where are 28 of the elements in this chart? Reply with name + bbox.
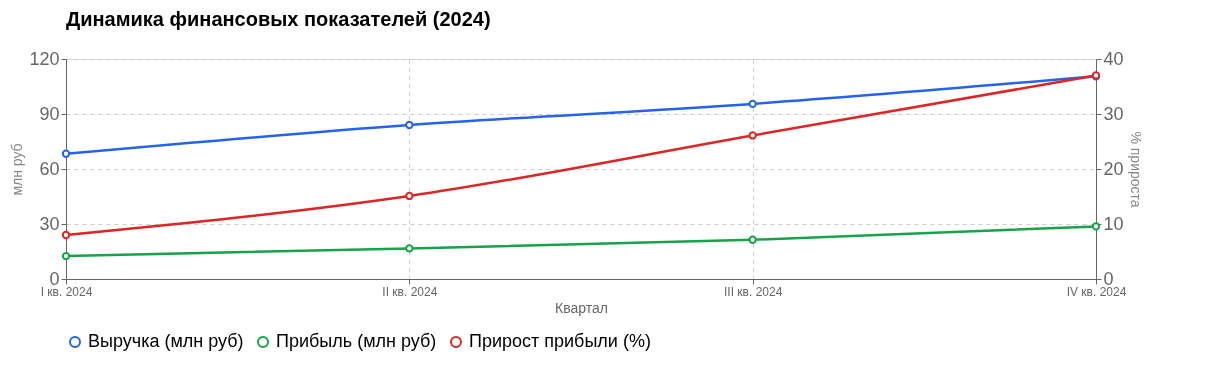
point [1091, 222, 1101, 231]
y2-tick-label: 10 [1103, 213, 1124, 234]
point [405, 191, 414, 201]
y-tick-label: 90 [39, 103, 60, 124]
point [61, 149, 71, 158]
y2-tick-label: 40 [1103, 48, 1124, 69]
y-tick-label: 30 [39, 213, 60, 234]
y-tick-label: 120 [29, 48, 60, 69]
legend-label: Прирост прибыли (%) [469, 331, 651, 351]
point [405, 120, 414, 130]
y2-tick-label: 20 [1103, 158, 1124, 179]
x-tick-label: II кв. 2024 [382, 284, 438, 299]
legend-label: Выручка (млн руб) [88, 331, 244, 351]
y-axis-title: млн руб [9, 143, 26, 196]
y2-tick-label: 30 [1103, 103, 1124, 124]
point [748, 235, 757, 244]
y-tick-label: 60 [39, 158, 60, 179]
x-tick-label: IV кв. 2024 [1066, 284, 1127, 299]
point [61, 251, 71, 261]
point [405, 244, 414, 253]
legend-label: Прибыль (млн руб) [276, 331, 437, 351]
x-axis-title: Квартал [555, 299, 608, 316]
y2-axis-title: % прироста [1127, 131, 1144, 208]
point [61, 230, 71, 240]
chart-title: Динамика финансовых показателей (2024) [66, 8, 491, 30]
point [748, 99, 757, 109]
x-tick-label: III кв. 2024 [724, 284, 783, 299]
point [748, 131, 757, 140]
